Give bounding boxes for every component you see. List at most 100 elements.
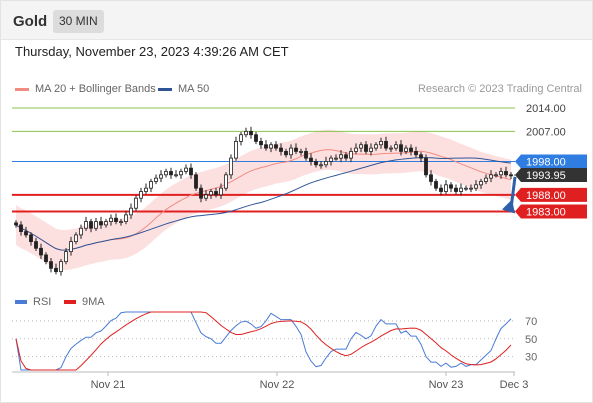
candle-body — [119, 221, 123, 223]
candle-body — [499, 171, 503, 176]
timestamp: Thursday, November 23, 2023 4:39:26 AM C… — [15, 44, 289, 59]
candle-body — [354, 147, 358, 152]
candle-body — [149, 181, 153, 189]
interval-tab[interactable]: 30 MIN — [53, 10, 104, 33]
x-tick-label: Dec 3 — [500, 379, 529, 391]
candle-body — [344, 154, 348, 159]
candle-body — [254, 134, 258, 142]
candle-body — [69, 241, 73, 253]
legend-ma50: MA 50 — [158, 83, 209, 95]
candle-body — [189, 167, 193, 176]
ma50-swatch — [158, 87, 172, 91]
candle-body — [329, 157, 333, 162]
candle-body — [489, 174, 493, 179]
widget-header: Gold 30 MIN — [1, 1, 592, 40]
candle-body — [224, 174, 228, 189]
candle-body — [444, 184, 448, 192]
candle-body — [284, 151, 288, 156]
candle-body — [454, 187, 458, 192]
legend-ma20: MA 20 + Bollinger Bands — [15, 83, 156, 95]
candle-body — [279, 147, 283, 152]
legend-rsi-label: RSI — [33, 296, 52, 308]
candle-body — [369, 147, 373, 152]
candle-body — [359, 144, 363, 149]
candle-body — [484, 177, 488, 182]
rsi-level-label: 70 — [525, 316, 537, 328]
level-label-bg — [515, 204, 587, 219]
candle-body — [474, 184, 478, 189]
level-label-bg — [515, 187, 587, 202]
candle-body — [259, 141, 263, 146]
level-label-bg — [515, 154, 587, 169]
candle-body — [219, 187, 223, 196]
level-label: 1983.00 — [526, 207, 566, 219]
candle-body — [264, 144, 268, 149]
candle-body — [274, 144, 278, 149]
candle-body — [194, 174, 198, 189]
candle-body — [164, 171, 168, 176]
x-tick-label: Nov 22 — [260, 379, 295, 391]
candle-body — [269, 144, 273, 149]
candle-body — [389, 147, 393, 150]
candle-body — [294, 147, 298, 152]
level-labels: 2014.00 2007.00 1998.00 1993.95 1988.00 1983.… — [515, 103, 587, 219]
x-axis: Nov 21 Nov 22 Nov 23 Dec 3 — [12, 371, 529, 391]
candle-body — [404, 147, 408, 152]
candle-body — [434, 181, 438, 189]
candle-body — [229, 157, 233, 176]
candle-body — [504, 171, 508, 176]
rsi-level-label: 50 — [525, 334, 537, 346]
candle-body — [24, 231, 28, 236]
candle-body — [14, 222, 18, 226]
candle-body — [89, 221, 93, 229]
candle-body — [459, 187, 463, 192]
forecast-arrow-layer — [502, 176, 517, 214]
candle-body — [154, 177, 158, 182]
candle-body — [124, 214, 128, 222]
bollinger-band-layer — [16, 129, 511, 271]
ma20-swatch — [15, 87, 29, 91]
candle-body — [94, 221, 98, 229]
candlestick-layer — [14, 126, 513, 276]
ma50-line — [15, 157, 512, 251]
candle-body — [184, 167, 188, 172]
candle-body — [34, 241, 38, 249]
candle-body — [469, 187, 473, 190]
instrument-title: Gold — [13, 13, 48, 30]
candle-body — [204, 194, 208, 199]
candle-body — [419, 154, 423, 159]
candle-body — [439, 187, 443, 192]
candle-body — [394, 144, 398, 149]
level-lines — [12, 107, 515, 213]
level-label: 1993.95 — [526, 170, 566, 182]
rsi-panel: 70 50 30 — [12, 311, 537, 371]
candle-body — [379, 141, 383, 146]
candle-body — [54, 267, 58, 273]
candle-body — [199, 187, 203, 199]
candle-body — [494, 174, 498, 177]
candle-body — [374, 144, 378, 149]
credit-text: Research © 2023 Trading Central — [417, 83, 582, 95]
candle-body — [139, 191, 143, 199]
candle-body — [39, 247, 43, 256]
bollinger-band — [16, 129, 511, 271]
candle-body — [424, 157, 428, 176]
level-label: 1998.00 — [526, 156, 566, 168]
candle-body — [309, 157, 313, 162]
level-label: 1988.00 — [526, 190, 566, 202]
level-label: 2007.00 — [526, 126, 566, 138]
candle-body — [109, 217, 113, 222]
candle-body — [244, 130, 248, 136]
candle-body — [364, 144, 368, 152]
rsi-swatch — [15, 300, 27, 305]
candle-body — [19, 224, 23, 232]
candle-body — [79, 227, 83, 236]
candle-body — [59, 261, 63, 273]
candle-body — [289, 147, 293, 156]
candle-body — [384, 141, 388, 149]
candle-body — [414, 151, 418, 156]
candle-body — [104, 221, 108, 226]
moving-average-layer — [15, 149, 512, 251]
